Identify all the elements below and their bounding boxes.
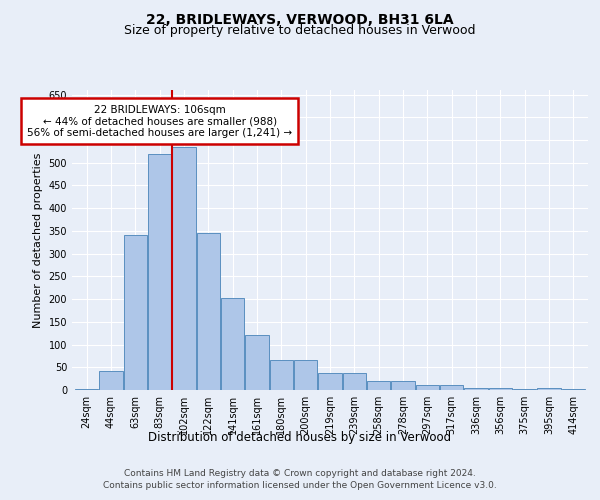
Text: Size of property relative to detached houses in Verwood: Size of property relative to detached ho… <box>124 24 476 37</box>
Bar <box>391 381 415 390</box>
Text: Contains public sector information licensed under the Open Government Licence v3: Contains public sector information licen… <box>103 480 497 490</box>
Bar <box>464 388 488 390</box>
Text: 22 BRIDLEWAYS: 106sqm
← 44% of detached houses are smaller (988)
56% of semi-det: 22 BRIDLEWAYS: 106sqm ← 44% of detached … <box>27 104 292 138</box>
Text: Distribution of detached houses by size in Verwood: Distribution of detached houses by size … <box>148 431 452 444</box>
Bar <box>416 384 439 390</box>
Bar <box>343 372 366 390</box>
Bar <box>172 147 196 390</box>
Text: Contains HM Land Registry data © Crown copyright and database right 2024.: Contains HM Land Registry data © Crown c… <box>124 470 476 478</box>
Bar <box>538 388 560 390</box>
Y-axis label: Number of detached properties: Number of detached properties <box>33 152 43 328</box>
Bar <box>367 381 390 390</box>
Bar <box>100 371 122 390</box>
Bar <box>489 388 512 390</box>
Bar <box>245 336 269 390</box>
Bar <box>221 298 244 390</box>
Bar <box>440 384 463 390</box>
Bar <box>270 360 293 390</box>
Bar <box>562 389 585 390</box>
Bar <box>197 233 220 390</box>
Bar <box>294 360 317 390</box>
Bar <box>319 372 341 390</box>
Bar <box>148 154 171 390</box>
Bar <box>75 389 98 390</box>
Text: 22, BRIDLEWAYS, VERWOOD, BH31 6LA: 22, BRIDLEWAYS, VERWOOD, BH31 6LA <box>146 12 454 26</box>
Bar <box>513 389 536 390</box>
Bar <box>124 236 147 390</box>
